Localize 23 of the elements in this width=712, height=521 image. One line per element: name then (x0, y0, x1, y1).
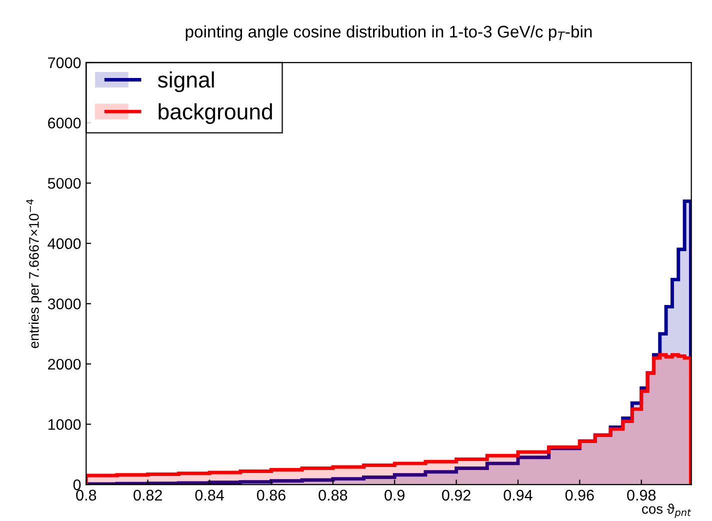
x-tick-label: 0.9 (384, 490, 405, 501)
x-tick-label: 0.92 (442, 490, 470, 501)
x-tick-label: 0.96 (565, 490, 594, 501)
y-tick-label: 2000 (48, 358, 81, 370)
y-tick-label: 5000 (48, 178, 81, 189)
x-tick-label: 0.94 (504, 490, 532, 501)
x-tick-label: 0.84 (195, 490, 224, 501)
x-tick-label: 0.88 (318, 490, 348, 501)
chart-title: pointing angle cosine distribution in 1-to-3 GeV/c p$_{T}$-bin (186, 25, 592, 41)
y-tick-label: 7000 (48, 57, 81, 68)
x-tick-label: 0.8 (76, 490, 96, 501)
y-tick-label: 3000 (48, 298, 81, 310)
legend-label: signal (158, 71, 214, 92)
x-axis-title: cos ϑ$_{pnt}$ (642, 504, 692, 518)
legend-label: background (158, 103, 272, 124)
y-tick-label: 0 (73, 479, 81, 490)
x-tick-label: 0.98 (627, 490, 656, 501)
y-tick-label: 4000 (48, 238, 81, 250)
x-tick-label: 0.86 (256, 490, 286, 501)
x-tick-label: 0.82 (134, 490, 162, 501)
y-axis-title: entries per 7.6667×10$^{−4}$ (26, 199, 42, 348)
y-tick-label: 1000 (48, 419, 81, 430)
y-tick-label: 6000 (48, 118, 81, 128)
